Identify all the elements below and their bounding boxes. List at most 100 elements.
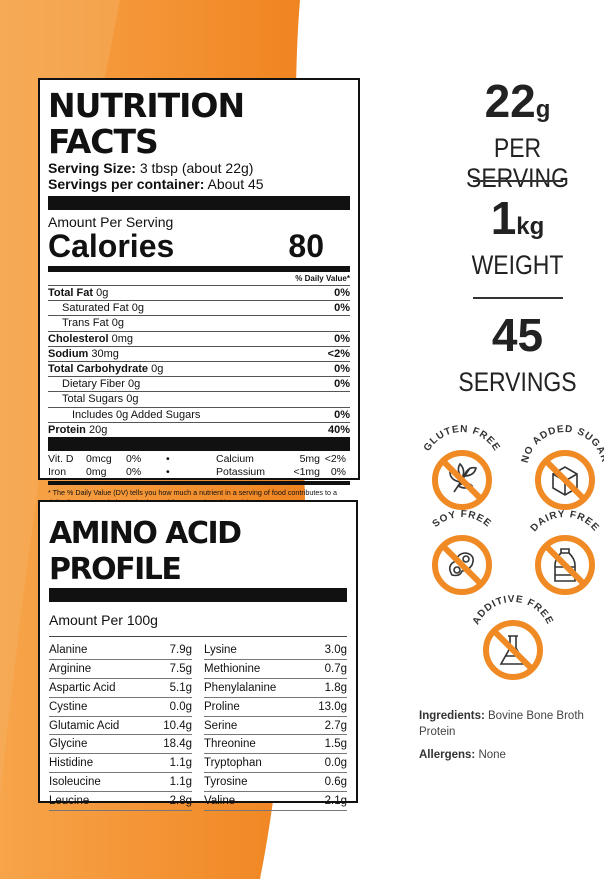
nutrient-name: Protein [48, 423, 86, 436]
amino-row: Glutamic Acid 10.4g [49, 717, 192, 736]
amino-name: Arginine [49, 662, 92, 675]
nutrient-dv: 0% [334, 332, 350, 345]
stat-label: WEIGHT [471, 250, 564, 280]
vitamin-cell: • [166, 452, 170, 465]
amino-value: 1.1g [169, 757, 192, 770]
stat-label: PER SERVING [466, 133, 569, 193]
vitamin-cell: 0% [126, 452, 142, 465]
amino-row: Lysine 3.0g [204, 641, 347, 660]
vitamin-cell: 0mg [86, 465, 107, 478]
amino-value: 1.8g [324, 681, 347, 694]
vitamin-row: Vit. D 0mcg 0% • Calcium 5mg <2% [48, 453, 350, 466]
badge-label: DAIRY FREE [529, 509, 601, 534]
amino-row: Valine 2.1g [204, 792, 347, 812]
ingredients-value: Bovine Bone Broth Protein [419, 710, 584, 738]
nutrient-amount: 30mg [91, 347, 119, 360]
amino-name: Phenylalanine [204, 681, 277, 694]
amino-value: 1.1g [169, 776, 192, 789]
nutrient-name: Cholesterol [48, 332, 109, 345]
stat-servings: 45 SERVINGS [440, 312, 595, 397]
amino-value: 7.9g [169, 644, 192, 656]
vitamin-cell: Vit. D [48, 452, 74, 465]
stat-value: 45 [491, 309, 544, 361]
vitamin-cell: 5mg [299, 452, 320, 465]
amino-row: Arginine 7.5g [49, 660, 192, 679]
stat-weight: 1kg WEIGHT [440, 195, 595, 280]
serving-size: 3 tbsp (about 22g) [139, 160, 254, 176]
amino-name: Isoleucine [49, 776, 101, 789]
amino-value: 10.4g [163, 719, 192, 732]
nutrient-amount: 0g [128, 378, 141, 391]
vitamin-row: Iron 0mg 0% • Potassium <1mg 0% [48, 466, 350, 479]
divider [48, 436, 350, 451]
divider [48, 266, 350, 272]
ingredients: Ingredients: Bovine Bone Broth Protein [419, 708, 599, 740]
nutrient-amount: 0mg [111, 332, 133, 345]
nutrient-dv: 40% [327, 423, 350, 436]
amino-value: 0.6g [324, 776, 347, 789]
calories-row: Calories 80 [48, 230, 350, 262]
nutrient-name: Total Fat [48, 287, 94, 299]
nutrition-title: NUTRITION FACTS [48, 86, 245, 161]
serving-size-label: Serving Size: [48, 160, 136, 176]
nutrient-name: Total Sugars [62, 393, 124, 406]
svg-text:NO ADDED SUGAR: NO ADDED SUGAR [520, 424, 604, 464]
amino-row: Alanine 7.9g [49, 641, 192, 660]
amino-name: Alanine [49, 644, 88, 656]
calories-label: Calories [48, 228, 175, 264]
nutrient-dv: 0% [334, 302, 350, 315]
amino-name: Glutamic Acid [49, 719, 120, 732]
badge-no-added-sugar: NO ADDED SUGAR [520, 424, 604, 510]
nutrient-row: Saturated Fat 0g 0% [48, 300, 350, 315]
amino-row: Tryptophan 0.0g [204, 754, 347, 774]
amino-name: Glycine [49, 738, 88, 751]
nutrient-name: Sodium [48, 347, 89, 360]
nutrient-dv: 0% [334, 287, 350, 299]
stat-label: SERVINGS [458, 367, 577, 397]
prohibition-circle-icon [432, 450, 492, 510]
badge-label: SOY FREE [430, 509, 492, 530]
amino-name: Leucine [49, 795, 90, 808]
svg-text:GLUTEN FREE: GLUTEN FREE [422, 424, 502, 454]
amino-row: Threonine 1.5g [204, 735, 347, 755]
stat-unit: g [535, 96, 551, 123]
amino-name: Histidine [49, 757, 94, 770]
prohibition-circle-icon [483, 620, 543, 680]
nutrient-dv: <2% [327, 347, 350, 360]
nutrient-dv: 0% [334, 408, 350, 421]
allergens: Allergens: None [419, 747, 599, 763]
vitamin-cell: <1mg [293, 465, 320, 478]
divider [48, 196, 350, 210]
amino-value: 0.7g [324, 662, 347, 675]
amino-value: 7.5g [169, 662, 192, 675]
milk-bottle-icon [554, 548, 576, 582]
nutrient-row: Total Fat 0g 0% [48, 285, 350, 300]
divider [49, 588, 347, 602]
nutrient-name: Dietary Fiber [62, 378, 125, 391]
nutrient-amount: 0g [151, 362, 164, 375]
prohibition-circle-icon [535, 450, 595, 510]
nutrient-row: Total Carbohydrate 0g 0% [48, 360, 350, 376]
amino-value: 2.1g [324, 795, 347, 808]
amino-row: Isoleucine 1.1g [49, 773, 192, 793]
nutrient-row: Includes 0g Added Sugars 0% [48, 406, 350, 422]
vitamin-cell: Iron [48, 465, 67, 478]
amino-value: 1.5g [324, 738, 347, 751]
amino-row: Methionine 0.7g [204, 660, 347, 679]
stat-value: 22 [484, 75, 536, 127]
nutrient-amount: 0g [131, 302, 144, 315]
nutrient-amount: 0g [96, 287, 109, 299]
vitamin-cell: • [166, 465, 170, 478]
svg-text:DAIRY FREE: DAIRY FREE [529, 509, 602, 534]
nutrient-name: Includes 0g Added Sugars [72, 408, 201, 421]
badge-additive-free: ADDITIVE FREE [471, 594, 554, 680]
amino-value: 3.0g [324, 644, 347, 656]
divider [473, 180, 563, 182]
divider [48, 480, 350, 485]
amino-row: Aspartic Acid 5.1g [49, 679, 192, 698]
amino-row: Phenylalanine 1.8g [204, 679, 347, 698]
allergens-label: Allergens: [419, 749, 476, 761]
nutrient-row: Total Sugars 0g [48, 391, 350, 406]
amino-name: Tryptophan [204, 757, 262, 770]
amino-row: Histidine 1.1g [49, 754, 192, 774]
